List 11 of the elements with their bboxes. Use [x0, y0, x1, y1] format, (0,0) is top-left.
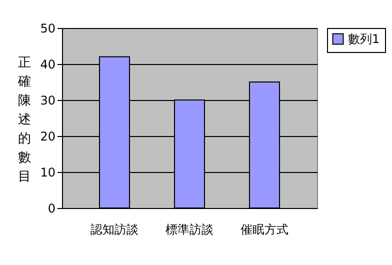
y-tick-label: 0 [48, 202, 56, 216]
y-tick-label: 50 [40, 22, 56, 36]
y-axis-title: 正確陳述的數目 [17, 56, 31, 184]
legend-label: 數列1 [348, 32, 380, 46]
y-tick-label: 30 [40, 94, 56, 108]
x-tick-label: 標準訪談 [166, 222, 214, 236]
x-tick-label: 催眠方式 [240, 222, 288, 236]
x-tick-label: 認知訪談 [90, 222, 138, 236]
y-tick-label: 10 [40, 166, 56, 180]
y-tick-label: 40 [40, 58, 56, 72]
y-tick-label: 20 [40, 130, 56, 144]
